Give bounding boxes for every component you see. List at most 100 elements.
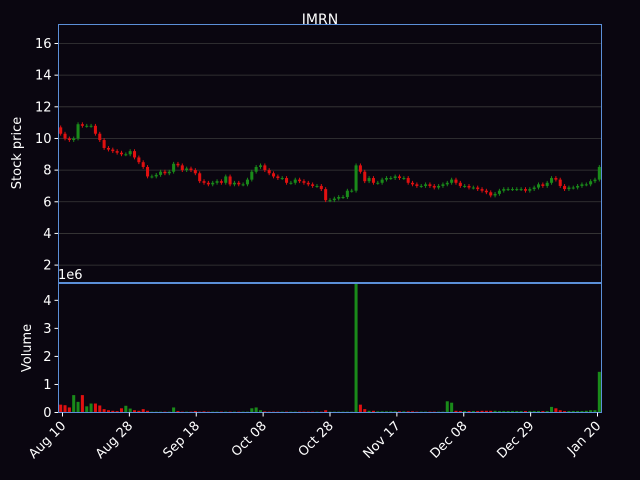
candle-body bbox=[480, 189, 484, 191]
candle-body bbox=[350, 190, 354, 192]
volume-y-tick-label: 3 bbox=[43, 322, 51, 337]
candle-body bbox=[497, 190, 501, 194]
volume-bar bbox=[98, 405, 102, 413]
volume-bar bbox=[502, 411, 506, 413]
volume-bar bbox=[397, 411, 402, 413]
candle-body bbox=[319, 185, 323, 190]
candle-body bbox=[589, 181, 593, 185]
candle-body bbox=[80, 124, 84, 126]
volume-bar bbox=[124, 405, 128, 413]
volume-bar bbox=[376, 411, 380, 413]
volume-bar bbox=[371, 410, 375, 413]
candle-body bbox=[571, 187, 575, 189]
volume-bar bbox=[554, 408, 558, 413]
candle-body bbox=[463, 185, 467, 187]
volume-bar bbox=[406, 411, 410, 413]
volume-bar bbox=[389, 411, 393, 413]
candle-body bbox=[276, 176, 280, 179]
candle-body bbox=[85, 125, 89, 127]
candle-body bbox=[363, 171, 367, 182]
volume-y-tick-label: 1 bbox=[43, 378, 51, 393]
candles bbox=[59, 122, 601, 203]
price-panel-frame bbox=[58, 24, 602, 283]
volume-bar bbox=[146, 410, 150, 413]
volume-bar bbox=[59, 404, 63, 413]
volume-y-label: Volume bbox=[20, 324, 35, 372]
candle-body bbox=[150, 176, 154, 178]
volume-bar bbox=[510, 411, 514, 413]
candle-body bbox=[93, 125, 97, 134]
candle-body bbox=[141, 162, 145, 167]
candle-body bbox=[419, 185, 423, 187]
candle-body bbox=[519, 189, 523, 191]
candle-body bbox=[146, 166, 150, 177]
volume-bar bbox=[463, 411, 467, 413]
candle-body bbox=[89, 125, 93, 127]
candle-body bbox=[328, 200, 332, 202]
volume-bar bbox=[258, 410, 263, 413]
candle-body bbox=[428, 184, 432, 186]
candle-body bbox=[293, 179, 297, 183]
candle-body bbox=[554, 178, 558, 180]
candle-body bbox=[376, 182, 380, 184]
candle-body bbox=[106, 147, 110, 150]
candle-body bbox=[102, 140, 106, 148]
volume-bar bbox=[393, 411, 397, 413]
volume-bar bbox=[523, 411, 528, 413]
candle-body bbox=[337, 197, 341, 199]
volume-bar bbox=[489, 410, 493, 413]
candle-body bbox=[98, 133, 102, 141]
candle-body bbox=[584, 184, 588, 186]
candle-body bbox=[137, 157, 141, 163]
candle-body bbox=[289, 182, 293, 184]
candle-body bbox=[263, 165, 267, 171]
volume-bar bbox=[458, 411, 462, 413]
candle-body bbox=[250, 171, 254, 180]
candle-body bbox=[228, 176, 232, 185]
candle-body bbox=[198, 173, 202, 182]
candle-body bbox=[406, 178, 410, 183]
candle-body bbox=[510, 189, 514, 191]
volume-bar bbox=[545, 411, 549, 413]
volume-bar bbox=[132, 410, 137, 413]
volume-bar bbox=[593, 410, 597, 413]
volume-y-tick-label: 4 bbox=[43, 294, 51, 309]
candle-body bbox=[489, 192, 493, 196]
volume-bar bbox=[476, 411, 480, 413]
candle-body bbox=[115, 151, 119, 153]
candle-body bbox=[311, 184, 315, 186]
volume-bar bbox=[324, 410, 328, 413]
candle-body bbox=[180, 165, 184, 171]
volume-bar bbox=[580, 411, 584, 413]
volume-bar bbox=[111, 410, 115, 413]
volume-bar bbox=[515, 411, 519, 413]
volume-bar bbox=[532, 411, 536, 413]
volume-bar bbox=[528, 411, 532, 413]
candle-body bbox=[502, 189, 506, 191]
candle-body bbox=[576, 185, 580, 188]
price-y-tick-label: 8 bbox=[43, 164, 51, 179]
candle-body bbox=[59, 127, 63, 134]
volume-bar bbox=[202, 411, 206, 413]
candle-body bbox=[193, 170, 197, 174]
candle-body bbox=[458, 182, 462, 186]
candle-body bbox=[159, 171, 163, 175]
candle-body bbox=[63, 133, 67, 139]
candle-body bbox=[206, 182, 210, 185]
candle-body bbox=[393, 176, 397, 179]
volume-bar bbox=[493, 410, 497, 413]
candle-body bbox=[358, 165, 362, 172]
volume-bar bbox=[563, 411, 567, 413]
candle-body bbox=[380, 179, 384, 183]
candle-body bbox=[111, 149, 115, 152]
volume-bar bbox=[402, 411, 406, 413]
candle-body bbox=[532, 187, 536, 190]
candle-body bbox=[185, 168, 189, 171]
volume-bar bbox=[67, 407, 71, 413]
candle-body bbox=[241, 184, 245, 186]
volume-bar bbox=[445, 401, 449, 413]
candle-body bbox=[345, 190, 349, 198]
volume-bar bbox=[72, 395, 76, 413]
volume-bar bbox=[172, 407, 176, 413]
